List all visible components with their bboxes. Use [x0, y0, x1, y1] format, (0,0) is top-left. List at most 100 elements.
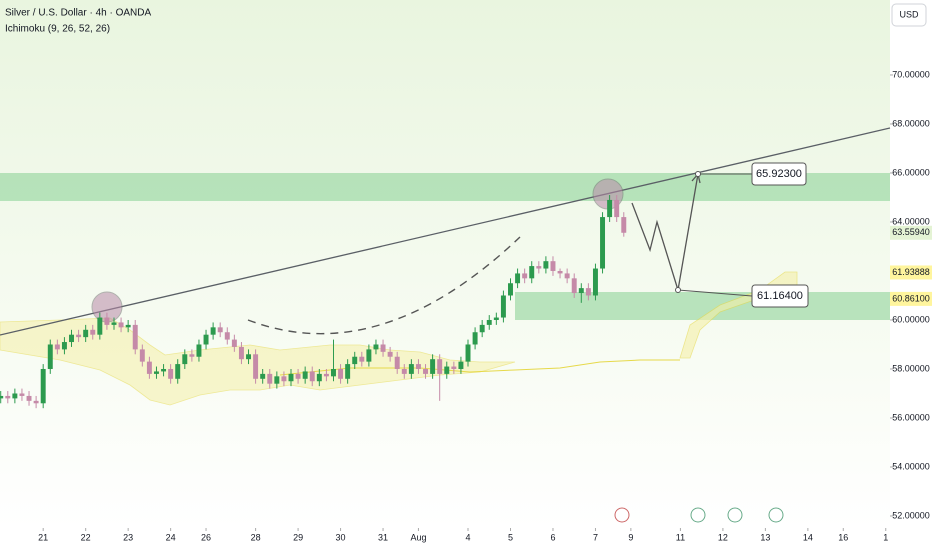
candle-body [408, 364, 414, 374]
candle-body [12, 393, 18, 399]
price-tag [890, 291, 932, 306]
x-tick-label: 29 [293, 532, 303, 542]
candle-body [585, 288, 591, 296]
chart-title: Silver / U.S. Dollar · 4h · OANDA [5, 8, 151, 19]
x-tick-label: 4 [466, 532, 471, 542]
candle-body [196, 344, 202, 357]
candle-body [274, 376, 280, 384]
candle-body [444, 366, 450, 374]
candle-body [451, 366, 457, 369]
y-tick-label: 64.00000 [892, 216, 930, 226]
event-icon[interactable] [768, 507, 784, 523]
candle-body [500, 295, 506, 318]
resistance-zone [0, 173, 890, 201]
candle-body [281, 376, 287, 382]
event-icon[interactable] [614, 507, 630, 523]
candle-body [423, 368, 429, 374]
candle-body [111, 322, 117, 325]
candle-body [331, 368, 336, 377]
candle-body [415, 364, 421, 369]
candle-body [472, 332, 478, 345]
candle-body [161, 368, 167, 372]
y-tick-label: 52.00000 [892, 510, 930, 520]
rounding-bottom-curve [247, 236, 521, 335]
candle-body [309, 371, 315, 382]
y-tick-label: 56.00000 [892, 412, 930, 422]
x-tick-label: 13 [760, 532, 770, 542]
candle-body [323, 373, 329, 377]
candle-body [345, 364, 351, 379]
x-tick-label: 23 [123, 532, 133, 542]
y-tick-label: 60.00000 [892, 314, 930, 324]
x-tick-label: 21 [38, 532, 48, 542]
candle-body [302, 371, 308, 379]
candle-body [486, 319, 492, 325]
candle-body [125, 324, 131, 328]
projection-path [631, 173, 699, 291]
candle-body [267, 373, 273, 384]
candle-body [479, 324, 485, 333]
candle-body [529, 266, 535, 279]
candle-body [19, 393, 25, 396]
candle-body [621, 217, 627, 233]
x-tick-label: 16 [838, 532, 848, 542]
candle-body [493, 317, 499, 320]
candle-body [288, 373, 294, 382]
candle-body [564, 273, 570, 279]
x-tick-label: 11 [676, 532, 685, 542]
candle-body [210, 327, 216, 335]
y-tick-label: 54.00000 [892, 461, 930, 471]
candle-body [458, 361, 464, 369]
candle-body [104, 317, 110, 325]
candle-body [26, 395, 32, 401]
candle-body [543, 261, 549, 269]
candle-body [132, 324, 138, 350]
indicator-label: Ichimoku (9, 26, 52, 26) [5, 24, 110, 35]
target-connector [677, 289, 753, 297]
target-point [695, 171, 701, 177]
candle-body [83, 329, 89, 338]
x-tick-label: 1 [883, 532, 888, 542]
y-tick-label: 70.00000 [892, 69, 930, 79]
event-icon[interactable] [727, 507, 743, 523]
y-tick-label: 58.00000 [892, 363, 930, 373]
candle-body [550, 261, 556, 271]
x-tick-label: 9 [628, 532, 633, 542]
candle-body [571, 278, 577, 294]
x-tick-label: 31 [378, 532, 388, 542]
y-tick-label: 68.00000 [892, 118, 930, 128]
candle-body [607, 199, 613, 218]
event-icon[interactable] [690, 507, 706, 523]
price-tag [890, 225, 932, 240]
target-point [675, 287, 681, 293]
candle-body [76, 334, 82, 338]
candle-body [338, 368, 344, 379]
candle-body [61, 342, 67, 350]
candle-body [437, 359, 443, 374]
candle-body [189, 354, 195, 357]
candle-body [33, 400, 39, 404]
target-box [751, 162, 807, 186]
candle-body [90, 329, 96, 335]
candle-body [430, 359, 436, 374]
target-label: 65.92300 [756, 168, 802, 180]
candle-body [515, 273, 521, 284]
currency-button[interactable] [891, 3, 927, 27]
candle-body [592, 268, 598, 296]
x-tick-label: 5 [508, 532, 513, 542]
currency-label[interactable]: USD [899, 9, 919, 19]
x-tick-label: 28 [251, 532, 261, 542]
price-tag-label: 61.93888 [892, 267, 930, 277]
support-zone [515, 292, 890, 320]
candle-body [359, 356, 365, 362]
candle-body [153, 371, 159, 374]
x-tick-label: 6 [550, 532, 555, 542]
candle-body [139, 349, 145, 362]
candle-body [217, 327, 223, 333]
candle-body [465, 344, 471, 362]
candle-body [316, 373, 322, 382]
target-box [751, 284, 809, 308]
x-tick-label: Aug [410, 532, 426, 542]
candle-body [231, 339, 237, 347]
